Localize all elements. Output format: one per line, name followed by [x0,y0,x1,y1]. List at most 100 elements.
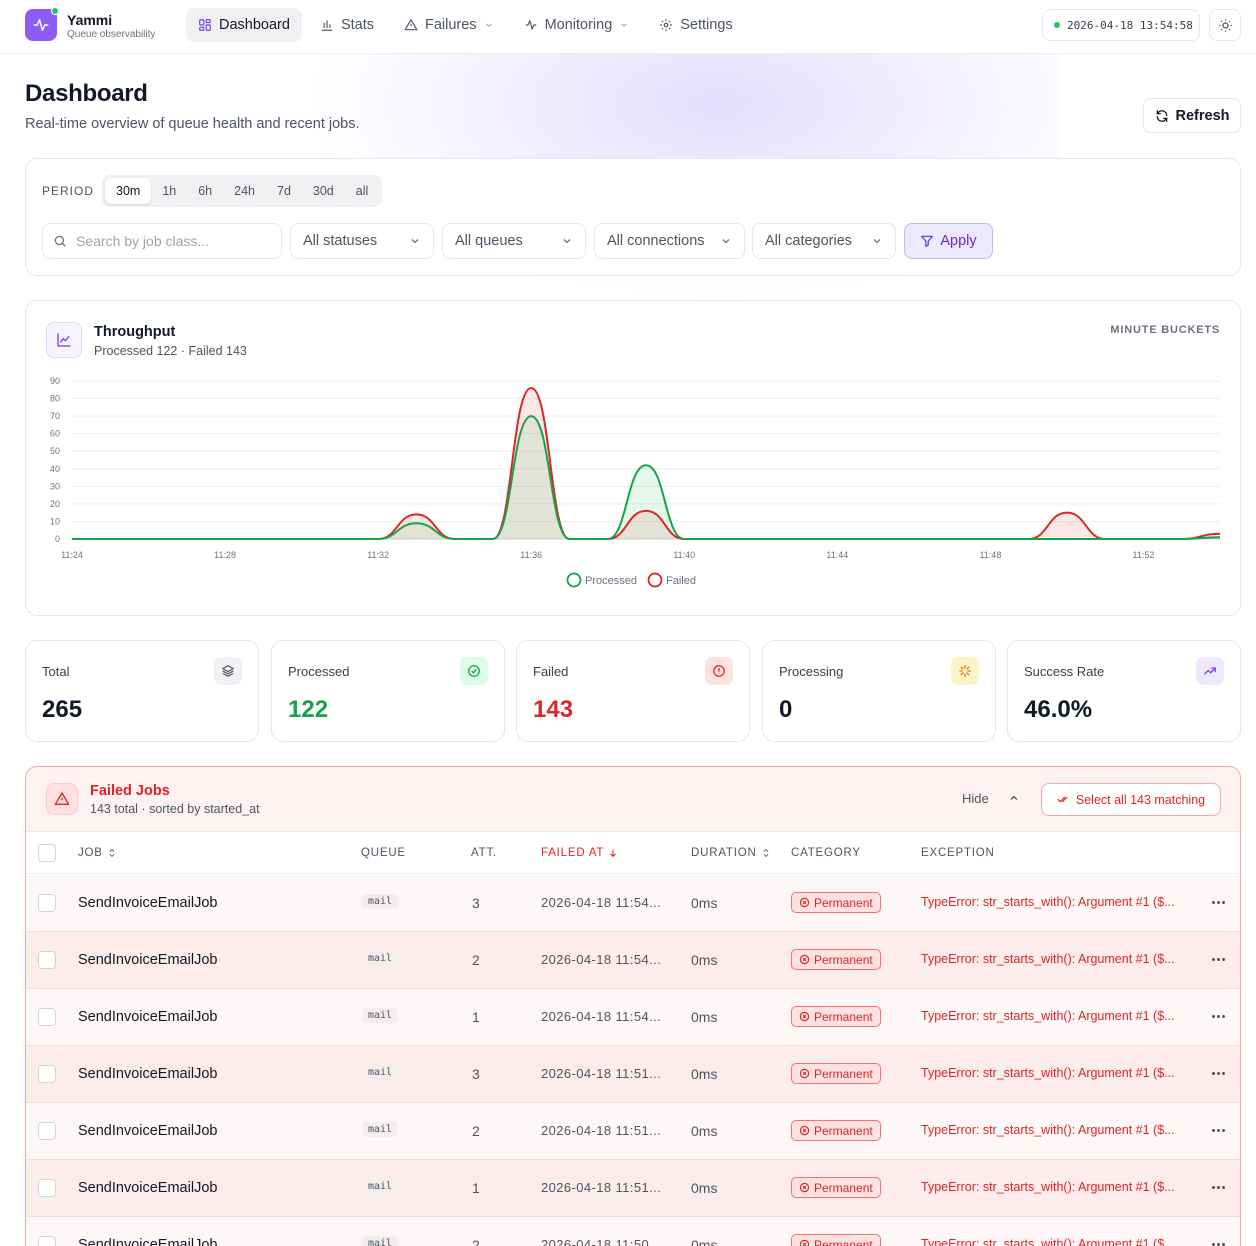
period-30d[interactable]: 30d [312,184,334,198]
more-icon[interactable] [1212,1243,1225,1246]
more-icon[interactable] [1212,1129,1225,1132]
job-name[interactable]: SendInvoiceEmailJob [78,1123,218,1139]
hide-toggle[interactable]: Hide [962,791,989,806]
x-circle-icon [799,1125,810,1136]
category-label: Permanent [814,1009,873,1024]
table-row[interactable]: SendInvoiceEmailJob mail 2 2026-04-18 11:50… [26,1217,1240,1246]
category-badge: Permanent [791,1006,881,1027]
exception-text[interactable]: TypeError: str_starts_with(): Argument #… [921,895,1175,909]
column-failed-at[interactable]: FAILED AT [541,847,618,859]
x-circle-icon [799,1068,810,1079]
table-row[interactable]: SendInvoiceEmailJob mail 3 2026-04-18 11:54… [26,875,1240,932]
period-7d[interactable]: 7d [277,184,291,198]
category-badge: Permanent [791,1177,881,1198]
column-category: CATEGORY [791,847,861,859]
row-checkbox[interactable] [38,1122,56,1140]
app-logo[interactable] [25,7,59,41]
exception-text[interactable]: TypeError: str_starts_with(): Argument #… [921,952,1175,966]
row-checkbox[interactable] [38,951,56,969]
job-name[interactable]: SendInvoiceEmailJob [78,895,218,911]
nav-failures[interactable]: Failures [392,8,506,42]
column-job[interactable]: JOB [78,847,117,859]
connection-select[interactable]: All connections [594,223,745,259]
attempts: 3 [472,895,480,911]
row-checkbox[interactable] [38,1236,56,1246]
row-checkbox[interactable] [38,894,56,912]
category-badge: Permanent [791,1234,881,1246]
theme-toggle-button[interactable] [1209,9,1241,41]
category-label: Permanent [814,1180,873,1195]
status-select[interactable]: All statuses [290,223,434,259]
more-icon[interactable] [1212,901,1225,904]
row-checkbox[interactable] [38,1065,56,1083]
table-row[interactable]: SendInvoiceEmailJob mail 3 2026-04-18 11:51… [26,1046,1240,1103]
queue-badge: mail [362,1179,399,1194]
stat-card-failed: Failed 143 [516,640,750,742]
failed-at: 2026-04-18 11:54... [541,895,662,910]
more-icon[interactable] [1212,1072,1225,1075]
gear-icon [660,19,673,31]
more-icon[interactable] [1212,958,1225,961]
exception-text[interactable]: TypeError: str_starts_with(): Argument #… [921,1237,1175,1246]
period-24h[interactable]: 24h [234,184,255,198]
x-tick-label: 11:52 [1133,550,1155,560]
job-name[interactable]: SendInvoiceEmailJob [78,1066,218,1082]
period-1h[interactable]: 1h [162,184,177,198]
exception-text[interactable]: TypeError: str_starts_with(): Argument #… [921,1180,1175,1194]
more-icon[interactable] [1212,1015,1225,1018]
search-input[interactable]: Search by job class... [42,223,282,259]
refresh-button[interactable]: Refresh [1143,98,1241,133]
exception-text[interactable]: TypeError: str_starts_with(): Argument #… [921,1123,1175,1137]
period-selector: 30m 1h 6h 24h 7d 30d all [102,175,383,207]
period-all[interactable]: all [355,184,369,198]
category-select[interactable]: All categories [752,223,896,259]
apply-button[interactable]: Apply [904,223,993,259]
nav-settings[interactable]: Settings [647,8,744,42]
x-tick-label: 11:40 [673,550,695,560]
nav-monitoring[interactable]: Monitoring [512,8,642,42]
exception-text[interactable]: TypeError: str_starts_with(): Argument #… [921,1066,1175,1080]
x-circle-icon [799,1182,810,1193]
loader-icon [951,657,979,685]
period-6h[interactable]: 6h [198,184,213,198]
stat-label: Success Rate [1024,664,1105,679]
stat-label: Processing [779,664,844,679]
exception-text[interactable]: TypeError: str_starts_with(): Argument #… [921,1009,1175,1023]
table-row[interactable]: SendInvoiceEmailJob mail 2 2026-04-18 11:51… [26,1103,1240,1160]
activity-icon [525,20,536,30]
top-bar: Yammi Queue observability Dashboard Stat… [0,0,1256,54]
more-icon[interactable] [1212,1186,1225,1189]
duration: 0ms [691,895,718,911]
job-name[interactable]: SendInvoiceEmailJob [78,1180,218,1196]
queue-select[interactable]: All queues [442,223,586,259]
job-name[interactable]: SendInvoiceEmailJob [78,1009,218,1025]
nav-stats[interactable]: Stats [308,8,386,42]
row-checkbox[interactable] [38,1179,56,1197]
column-label: FAILED AT [541,847,605,859]
period-30m[interactable]: 30m [105,178,152,204]
job-name[interactable]: SendInvoiceEmailJob [78,1237,218,1246]
nav-dashboard[interactable]: Dashboard [186,8,302,42]
nav-label: Stats [340,17,374,33]
select-all-button[interactable]: Select all 143 matching [1041,783,1221,816]
chevron-down-icon [485,23,492,27]
series-area [72,416,1220,539]
throughput-title: Throughput [94,324,176,340]
failed-jobs-header: Failed Jobs 143 total · sorted by starte… [26,767,1240,832]
x-tick-label: 11:36 [520,550,542,560]
table-row[interactable]: SendInvoiceEmailJob mail 1 2026-04-18 11:54… [26,989,1240,1046]
x-circle-icon [799,1011,810,1022]
live-clock: 2026-04-18 13:54:58 [1042,9,1200,41]
row-checkbox[interactable] [38,1008,56,1026]
table-row[interactable]: SendInvoiceEmailJob mail 2 2026-04-18 11:54… [26,932,1240,989]
select-all-checkbox[interactable] [38,844,56,862]
x-circle-icon [799,897,810,908]
category-label: Permanent [814,895,873,910]
stat-value: 46.0% [1024,696,1093,723]
stat-card-success-rate: Success Rate 46.0% [1007,640,1241,742]
chevron-up-icon[interactable] [1008,791,1020,809]
job-name[interactable]: SendInvoiceEmailJob [78,952,218,968]
table-row[interactable]: SendInvoiceEmailJob mail 1 2026-04-18 11:51… [26,1160,1240,1217]
x-circle-icon [799,1239,810,1246]
column-duration[interactable]: DURATION [691,847,771,859]
